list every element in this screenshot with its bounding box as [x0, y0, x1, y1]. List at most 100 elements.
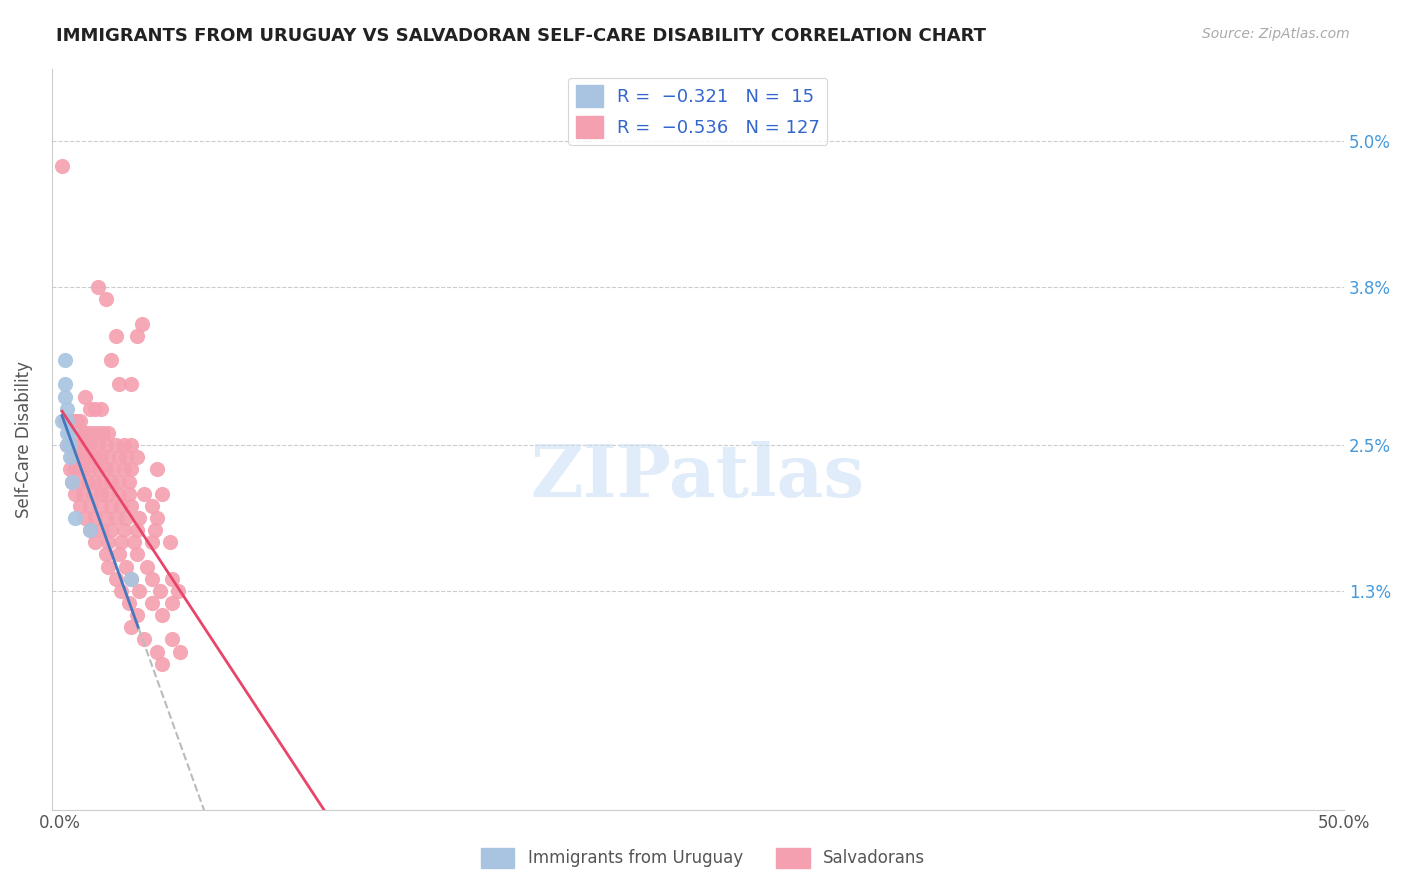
Point — [53, 414, 76, 428]
Point — [150, 608, 173, 623]
Point — [59, 414, 82, 428]
Point — [120, 620, 142, 634]
Point — [59, 462, 82, 476]
Point — [82, 425, 104, 440]
Point — [146, 511, 169, 525]
Point — [122, 535, 145, 549]
Point — [84, 450, 107, 465]
Point — [115, 559, 138, 574]
Point — [56, 414, 79, 428]
Point — [141, 596, 163, 610]
Point — [94, 511, 117, 525]
Point — [63, 462, 86, 476]
Point — [135, 559, 157, 574]
Point — [53, 377, 76, 392]
Point — [162, 632, 184, 647]
Point — [59, 450, 82, 465]
Point — [110, 499, 132, 513]
Point — [91, 425, 114, 440]
Point — [82, 486, 104, 500]
Point — [60, 414, 83, 428]
Point — [94, 462, 117, 476]
Point — [79, 462, 101, 476]
Point — [128, 583, 150, 598]
Point — [60, 450, 83, 465]
Point — [90, 401, 112, 416]
Point — [56, 425, 79, 440]
Point — [84, 475, 107, 489]
Point — [63, 438, 86, 452]
Point — [69, 499, 91, 513]
Point — [100, 353, 122, 368]
Point — [53, 390, 76, 404]
Point — [166, 583, 188, 598]
Point — [87, 280, 110, 294]
Point — [75, 425, 97, 440]
Point — [63, 486, 86, 500]
Point — [125, 450, 148, 465]
Point — [60, 475, 83, 489]
Point — [76, 425, 98, 440]
Point — [84, 511, 107, 525]
Point — [120, 377, 142, 392]
Point — [107, 450, 129, 465]
Point — [97, 425, 120, 440]
Point — [112, 462, 135, 476]
Point — [110, 535, 132, 549]
Point — [141, 535, 163, 549]
Point — [118, 486, 141, 500]
Point — [115, 511, 138, 525]
Point — [63, 511, 86, 525]
Point — [120, 572, 142, 586]
Point — [134, 486, 156, 500]
Point — [69, 414, 91, 428]
Point — [69, 438, 91, 452]
Point — [94, 293, 117, 307]
Point — [51, 159, 73, 173]
Point — [79, 438, 101, 452]
Point — [141, 572, 163, 586]
Point — [125, 608, 148, 623]
Point — [134, 632, 156, 647]
Point — [91, 475, 114, 489]
Point — [56, 438, 79, 452]
Point — [159, 535, 181, 549]
Point — [146, 462, 169, 476]
Point — [72, 450, 94, 465]
Point — [100, 499, 122, 513]
Point — [97, 450, 120, 465]
Point — [107, 377, 129, 392]
Point — [150, 486, 173, 500]
Point — [56, 438, 79, 452]
Point — [90, 499, 112, 513]
Point — [87, 425, 110, 440]
Point — [79, 499, 101, 513]
Point — [104, 572, 127, 586]
Point — [143, 523, 166, 537]
Point — [76, 450, 98, 465]
Point — [112, 438, 135, 452]
Point — [72, 462, 94, 476]
Point — [100, 475, 122, 489]
Point — [97, 535, 120, 549]
Point — [79, 523, 101, 537]
Legend: Immigrants from Uruguay, Salvadorans: Immigrants from Uruguay, Salvadorans — [474, 841, 932, 875]
Point — [120, 572, 142, 586]
Point — [90, 523, 112, 537]
Point — [59, 438, 82, 452]
Point — [59, 425, 82, 440]
Point — [125, 328, 148, 343]
Point — [104, 511, 127, 525]
Point — [97, 486, 120, 500]
Point — [63, 414, 86, 428]
Point — [60, 475, 83, 489]
Point — [115, 450, 138, 465]
Point — [66, 414, 89, 428]
Point — [112, 523, 135, 537]
Point — [84, 535, 107, 549]
Point — [94, 548, 117, 562]
Point — [51, 414, 73, 428]
Point — [128, 511, 150, 525]
Point — [90, 450, 112, 465]
Point — [75, 511, 97, 525]
